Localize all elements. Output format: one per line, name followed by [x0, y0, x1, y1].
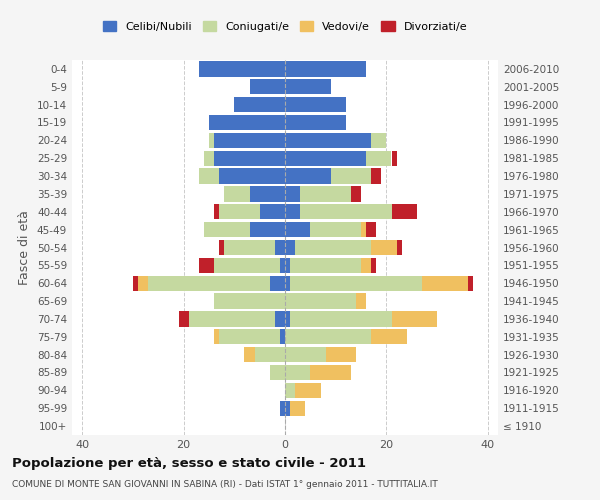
Bar [371, 329, 407, 344]
Bar [392, 312, 437, 326]
Bar [392, 204, 417, 220]
Text: Popolazione per età, sesso e stato civile - 2011: Popolazione per età, sesso e stato civil… [12, 458, 366, 470]
Bar [371, 258, 376, 273]
Bar [270, 365, 285, 380]
Bar [285, 115, 346, 130]
Bar [300, 204, 392, 220]
Bar [285, 186, 300, 202]
Bar [366, 150, 391, 166]
Bar [285, 222, 310, 237]
Bar [224, 240, 275, 255]
Bar [361, 258, 371, 273]
Bar [219, 329, 280, 344]
Bar [209, 133, 214, 148]
Bar [290, 258, 361, 273]
Bar [219, 240, 224, 255]
Bar [285, 133, 371, 148]
Bar [280, 400, 285, 416]
Bar [214, 133, 285, 148]
Bar [285, 97, 346, 112]
Bar [285, 383, 295, 398]
Bar [310, 365, 351, 380]
Bar [285, 400, 290, 416]
Bar [371, 240, 397, 255]
Bar [138, 276, 148, 291]
Bar [199, 258, 214, 273]
Bar [204, 222, 250, 237]
Bar [148, 276, 270, 291]
Bar [285, 347, 326, 362]
Bar [250, 79, 285, 94]
Bar [290, 312, 392, 326]
Bar [310, 222, 361, 237]
Bar [133, 276, 138, 291]
Bar [244, 347, 254, 362]
Bar [214, 258, 280, 273]
Bar [285, 62, 366, 76]
Bar [188, 312, 275, 326]
Bar [280, 329, 285, 344]
Bar [285, 365, 310, 380]
Bar [371, 133, 386, 148]
Bar [366, 222, 376, 237]
Bar [371, 168, 382, 184]
Bar [361, 222, 366, 237]
Bar [300, 186, 351, 202]
Bar [290, 276, 422, 291]
Bar [295, 240, 371, 255]
Bar [356, 294, 366, 308]
Bar [234, 97, 285, 112]
Bar [290, 400, 305, 416]
Bar [219, 204, 260, 220]
Bar [250, 222, 285, 237]
Bar [285, 150, 366, 166]
Bar [254, 347, 285, 362]
Bar [260, 204, 285, 220]
Bar [224, 186, 250, 202]
Bar [250, 186, 285, 202]
Bar [209, 115, 285, 130]
Bar [285, 276, 290, 291]
Bar [295, 383, 320, 398]
Bar [270, 276, 285, 291]
Text: COMUNE DI MONTE SAN GIOVANNI IN SABINA (RI) - Dati ISTAT 1° gennaio 2011 - TUTTI: COMUNE DI MONTE SAN GIOVANNI IN SABINA (… [12, 480, 438, 489]
Bar [422, 276, 467, 291]
Y-axis label: Fasce di età: Fasce di età [19, 210, 31, 285]
Bar [179, 312, 188, 326]
Bar [285, 294, 356, 308]
Bar [214, 329, 219, 344]
Bar [285, 79, 331, 94]
Bar [467, 276, 473, 291]
Bar [285, 168, 331, 184]
Bar [214, 294, 285, 308]
Bar [275, 240, 285, 255]
Bar [392, 150, 397, 166]
Bar [199, 168, 219, 184]
Bar [285, 240, 295, 255]
Bar [275, 312, 285, 326]
Bar [219, 168, 285, 184]
Bar [285, 204, 300, 220]
Bar [280, 258, 285, 273]
Bar [214, 150, 285, 166]
Legend: Celibi/Nubili, Coniugati/e, Vedovi/e, Divorziati/e: Celibi/Nubili, Coniugati/e, Vedovi/e, Di… [98, 17, 472, 36]
Bar [204, 150, 214, 166]
Bar [214, 204, 219, 220]
Bar [199, 62, 285, 76]
Bar [397, 240, 401, 255]
Bar [326, 347, 356, 362]
Bar [351, 186, 361, 202]
Bar [285, 329, 371, 344]
Bar [285, 258, 290, 273]
Bar [285, 312, 290, 326]
Bar [331, 168, 371, 184]
